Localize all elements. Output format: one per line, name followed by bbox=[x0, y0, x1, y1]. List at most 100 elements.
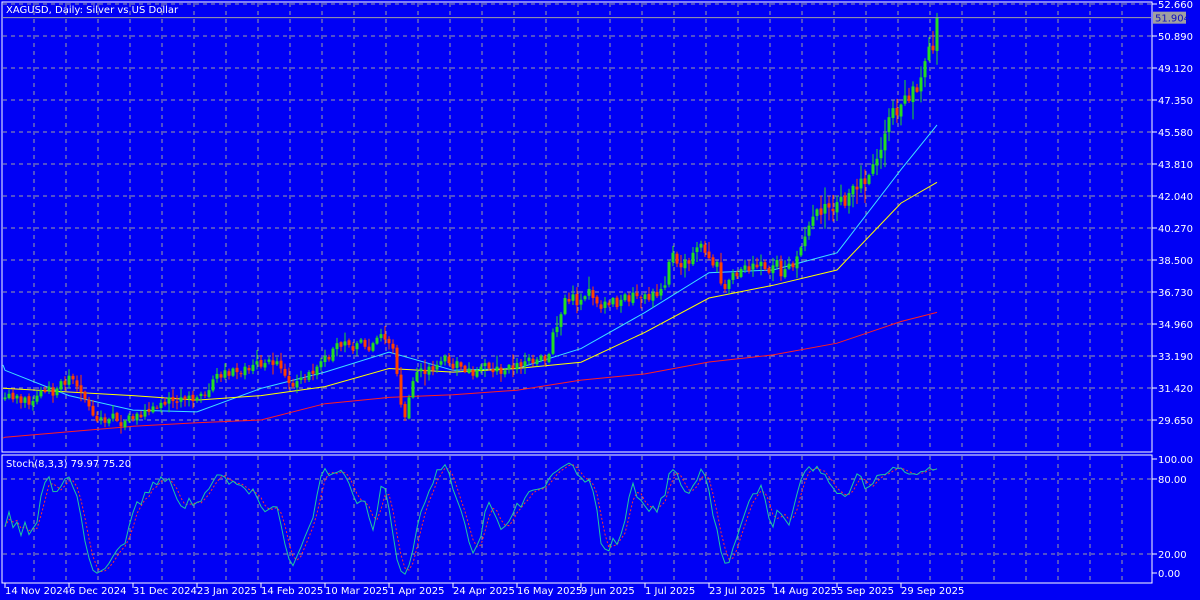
candle-body bbox=[683, 260, 687, 269]
price-tick-label: 45.580 bbox=[1158, 128, 1193, 139]
candle-body bbox=[859, 178, 863, 189]
time-tick-label: 5 Sep 2025 bbox=[837, 586, 894, 597]
candle-body bbox=[379, 334, 383, 338]
stoch-tick-label: 0.00 bbox=[1158, 569, 1180, 580]
time-tick-label: 9 Jun 2025 bbox=[581, 586, 635, 597]
candle-body bbox=[747, 266, 751, 271]
candle-body bbox=[583, 296, 587, 300]
main-panel-border bbox=[1, 1, 1153, 453]
time-tick-label: 23 Jul 2025 bbox=[709, 586, 766, 597]
candle-body bbox=[919, 77, 923, 92]
candle-body bbox=[339, 342, 343, 347]
candle-body bbox=[715, 261, 719, 267]
candle-body bbox=[607, 302, 611, 306]
price-tick-label: 50.890 bbox=[1158, 32, 1193, 43]
candle-body bbox=[783, 269, 787, 278]
candle-body bbox=[79, 385, 83, 392]
moving-averages bbox=[2, 124, 938, 439]
candle-body bbox=[427, 366, 431, 375]
candle-body bbox=[911, 86, 915, 103]
candle-body bbox=[431, 366, 435, 371]
candle-body bbox=[735, 272, 739, 277]
price-tick-label: 33.190 bbox=[1158, 352, 1193, 363]
candle-body bbox=[395, 347, 399, 374]
candle-body bbox=[447, 356, 451, 364]
candle-body bbox=[895, 108, 899, 116]
candle-body bbox=[555, 326, 559, 333]
candle-body bbox=[627, 295, 631, 302]
candle-body bbox=[31, 401, 35, 406]
current-price-box bbox=[1153, 11, 1186, 24]
candle-body bbox=[511, 365, 515, 369]
candle-body bbox=[699, 243, 703, 248]
price-tick-label: 49.120 bbox=[1158, 64, 1193, 75]
candle-body bbox=[443, 355, 447, 362]
candle-body bbox=[47, 386, 51, 391]
stoch-tick-label: 80.00 bbox=[1158, 475, 1187, 486]
candle-body bbox=[535, 359, 539, 365]
candle-body bbox=[899, 104, 903, 117]
time-tick-label: 31 Dec 2024 bbox=[133, 586, 197, 597]
candle-body bbox=[847, 193, 851, 206]
time-tick-label: 16 May 2025 bbox=[517, 586, 582, 597]
candle-body bbox=[763, 262, 767, 270]
candle-body bbox=[611, 297, 615, 305]
candle-body bbox=[391, 343, 395, 349]
candle-body bbox=[3, 397, 7, 400]
candle-body bbox=[719, 262, 723, 284]
candle-body bbox=[115, 412, 119, 421]
candle-body bbox=[171, 396, 175, 402]
candle-body bbox=[127, 415, 131, 421]
frame bbox=[1, 1, 1153, 584]
axes: 52.660 50.890 49.120 47.350 45.580 43.810 42.0… bbox=[3, 0, 1193, 597]
candle-body bbox=[347, 340, 351, 345]
candle-body bbox=[459, 362, 463, 367]
candle-body bbox=[423, 369, 427, 374]
stoch-tick-label: 20.00 bbox=[1158, 550, 1187, 561]
price-tick-label: 36.730 bbox=[1158, 288, 1193, 299]
candle-body bbox=[815, 209, 819, 216]
candle-body bbox=[451, 363, 455, 369]
candle-body bbox=[827, 203, 831, 208]
candle-body bbox=[199, 393, 203, 397]
candle-body bbox=[495, 366, 499, 372]
price-tick-label: 29.650 bbox=[1158, 416, 1193, 427]
candle-body bbox=[219, 374, 223, 378]
stochastic-panel bbox=[4, 462, 938, 575]
candle-body bbox=[891, 108, 895, 118]
candle-body bbox=[19, 396, 23, 403]
stoch-signal-line bbox=[4, 464, 938, 573]
candle-body bbox=[587, 288, 591, 296]
candle-body bbox=[43, 389, 47, 392]
candle-body bbox=[619, 299, 623, 306]
candle-body bbox=[135, 413, 139, 421]
candle-body bbox=[367, 346, 371, 351]
candle-body bbox=[291, 382, 295, 387]
candle-body bbox=[247, 367, 251, 371]
candle-body bbox=[855, 186, 859, 190]
candle-body bbox=[327, 356, 331, 360]
candle-body bbox=[615, 297, 619, 308]
candle-body bbox=[539, 355, 543, 361]
candle-body bbox=[55, 388, 59, 396]
candle-body bbox=[467, 368, 471, 373]
candle-body bbox=[743, 265, 747, 270]
candle-body bbox=[471, 369, 475, 376]
candle-body bbox=[711, 257, 715, 266]
moving-average-slow bbox=[2, 311, 938, 439]
candle-body bbox=[623, 294, 627, 301]
time-tick-label: 14 Nov 2024 bbox=[5, 586, 69, 597]
candle-body bbox=[35, 395, 39, 402]
stoch-main-line bbox=[4, 462, 938, 575]
candle-body bbox=[239, 373, 243, 375]
candle-body bbox=[419, 368, 423, 372]
candle-body bbox=[383, 334, 387, 340]
candle-body bbox=[251, 364, 255, 372]
candle-body bbox=[887, 117, 891, 133]
candle-body bbox=[371, 343, 375, 351]
candle-body bbox=[703, 244, 707, 253]
candle-body bbox=[87, 399, 91, 407]
candle-body bbox=[323, 355, 327, 363]
candle-body bbox=[727, 279, 731, 289]
